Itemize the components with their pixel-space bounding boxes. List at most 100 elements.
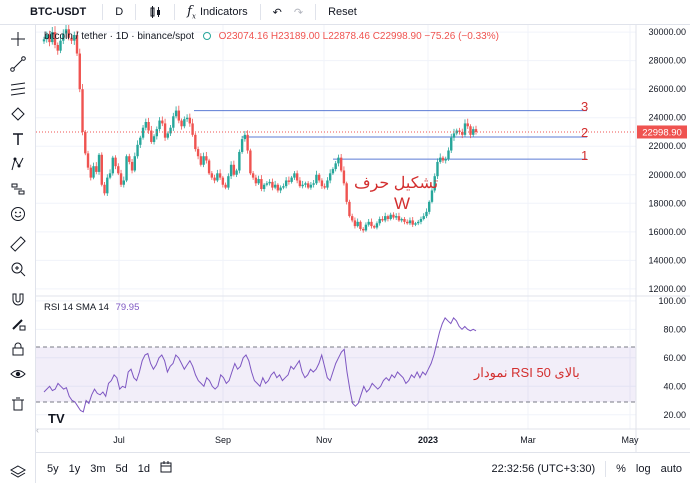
range-1y[interactable]: 1y [68, 462, 81, 475]
candle-body [144, 121, 148, 128]
visibility-tool[interactable] [7, 363, 28, 384]
candle-body [436, 161, 439, 177]
chart-canvas[interactable]: 30000.00 28000.00 26000.00 24000.00 22000.00… [36, 25, 690, 452]
candle-body [375, 223, 379, 228]
rsi-tick: 80.00 [663, 324, 686, 334]
horizontal-levels[interactable] [194, 110, 587, 160]
object-tree-tool[interactable] [7, 461, 28, 482]
candle-body [425, 211, 428, 217]
rsi-axis[interactable]: 100.00 80.00 60.00 40.00 20.00 [658, 296, 686, 420]
text-tool[interactable] [7, 128, 28, 149]
candle-body [386, 216, 390, 219]
log-toggle[interactable]: log [635, 462, 651, 475]
candle-body [183, 119, 186, 127]
rsi-legend[interactable]: RSI 14 SMA 14 79.95 [44, 302, 139, 313]
candle-body [155, 129, 159, 137]
prediction-tool[interactable] [7, 178, 28, 199]
zoom-tool[interactable] [7, 258, 28, 279]
candle-body [389, 214, 392, 219]
magnet-tool[interactable] [7, 288, 28, 309]
candle-body [166, 133, 170, 138]
lock-icon [12, 342, 23, 355]
candle-body [53, 32, 57, 45]
candle-body [378, 218, 381, 224]
candle-body [312, 183, 315, 185]
candle-body [279, 187, 282, 191]
candle-body [136, 144, 139, 157]
candle-body [411, 220, 414, 225]
range-5d[interactable]: 5d [115, 462, 128, 475]
candle-body [147, 121, 150, 131]
candle-body [243, 134, 247, 140]
candle-body [356, 221, 359, 227]
rsi-tick: 20.00 [663, 410, 686, 420]
range-5y[interactable]: 5y [47, 462, 59, 475]
symbol-search-button[interactable]: BTC-USDT [30, 6, 87, 18]
drawing-toolbar [0, 25, 36, 483]
toolbar-divider [174, 4, 176, 20]
pattern-annotation: تشکیل حرف [354, 175, 438, 192]
price-axis[interactable]: 30000.00 28000.00 26000.00 24000.00 22000.00… [648, 27, 686, 294]
date-range-button[interactable] [155, 461, 177, 476]
reset-button[interactable]: Reset [328, 6, 357, 18]
indicators-button[interactable]: fx Indicators [181, 0, 253, 24]
range-1d[interactable]: 1d [137, 462, 151, 475]
auto-toggle[interactable]: auto [660, 462, 682, 475]
candle-body [62, 33, 65, 41]
candle-body [161, 120, 164, 124]
candle-body [367, 221, 370, 225]
undo-button[interactable]: ↶ [267, 0, 288, 24]
time-axis[interactable]: Jul Sep Nov 2023 Mar May [113, 435, 639, 445]
toolbar-divider [259, 4, 261, 20]
candle-body [78, 53, 81, 90]
fib-tool[interactable] [7, 78, 28, 99]
candle-body [56, 44, 59, 51]
candle-body [133, 156, 137, 171]
candle-body [232, 164, 236, 175]
legend-open: O23074.16 [218, 31, 269, 42]
candle-body [163, 123, 167, 138]
lock-tool[interactable] [7, 338, 28, 359]
interval-button[interactable]: D [115, 6, 124, 18]
candle-body [392, 214, 395, 218]
trendline-tool[interactable] [7, 53, 28, 74]
candle-body [295, 173, 299, 181]
candle-body [271, 181, 274, 188]
text-icon [12, 132, 23, 145]
chart-type-button[interactable] [142, 0, 168, 24]
candle-body [75, 34, 79, 54]
candle-body [130, 161, 134, 171]
rsi-tick: 60.00 [663, 353, 686, 363]
rsi-tick: 100.00 [658, 296, 686, 306]
candle-body [359, 221, 362, 229]
stay-drawing-tool[interactable] [7, 313, 28, 334]
range-3m[interactable]: 3m [90, 462, 106, 475]
icons-tool[interactable] [7, 203, 28, 224]
candle-body [191, 123, 194, 135]
candle-body [196, 149, 200, 157]
candle-body [450, 137, 453, 151]
crosshair-tool[interactable] [7, 28, 28, 49]
measure-tool[interactable] [7, 233, 28, 254]
candle-body [177, 110, 181, 121]
candle-body [224, 184, 227, 188]
legend-title: bitcoin / tether · 1D · binance/spot [44, 31, 195, 42]
candle-body [370, 221, 373, 227]
clock-time[interactable]: 22:32:56 (UTC+3:30) [491, 462, 596, 475]
candle-body [408, 220, 412, 224]
level-label-1: 1 [581, 148, 588, 163]
candle-body [260, 179, 263, 190]
candle-body [469, 126, 472, 135]
scroll-left-arrow[interactable]: ‹ [36, 425, 39, 435]
candle-body [309, 184, 313, 188]
candle-body [249, 150, 252, 174]
remove-drawings-tool[interactable] [7, 393, 28, 414]
candle-body [180, 120, 183, 127]
pattern-tool[interactable] [7, 153, 28, 174]
percent-toggle[interactable]: % [616, 462, 626, 475]
redo-button[interactable]: ↷ [288, 0, 309, 24]
legend-high: H23189.00 [270, 31, 320, 42]
shape-tool[interactable] [7, 103, 28, 124]
candle-body [114, 157, 117, 167]
redo-icon: ↷ [293, 6, 304, 19]
